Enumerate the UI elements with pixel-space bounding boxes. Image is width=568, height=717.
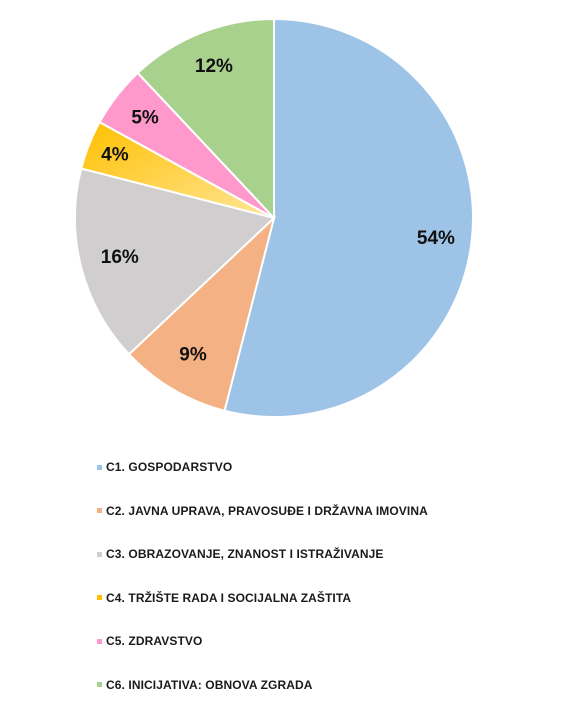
pie-slice-c2 — [127, 214, 276, 412]
legend-label-c5: C5. ZDRAVSTVO — [106, 634, 203, 648]
pie-slices — [74, 17, 474, 418]
legend-item-c5: C5. ZDRAVSTVO — [97, 630, 428, 652]
legend-label-c1: C1. GOSPODARSTVO — [106, 460, 233, 474]
legend-label-c2: C2. JAVNA UPRAVA, PRAVOSUĐE I DRŽAVNA IM… — [106, 503, 428, 518]
pie-chart-svg: 54% 9% 16% 4%5% 12% — [74, 17, 474, 418]
pie-label-c3: 16% — [101, 247, 139, 268]
legend-label-c3: C3. OBRAZOVANJE, ZNANOST I ISTRAŽIVANJE — [106, 547, 384, 561]
legend-label-c6: C6. INICIJATIVA: OBNOVA ZGRADA — [106, 677, 313, 692]
legend-item-c2: C2. JAVNA UPRAVA, PRAVOSUĐE I DRŽAVNA IM… — [97, 500, 428, 522]
legend-swatch-c1 — [97, 464, 102, 470]
pie-label-c1: 54% — [417, 228, 455, 249]
chart-legend: C1. GOSPODARSTVO C2. JAVNA UPRAVA, PRAVOS… — [97, 456, 428, 717]
legend-swatch-c2 — [97, 508, 102, 513]
legend-swatch-c5 — [97, 638, 102, 644]
pie-slice-c1 — [223, 17, 474, 418]
pie-label-c6: 12% — [195, 56, 233, 77]
legend-item-c3: C3. OBRAZOVANJE, ZNANOST I ISTRAŽIVANJE — [97, 543, 428, 565]
pie-slice-c6 — [136, 17, 275, 221]
legend-swatch-c6 — [97, 682, 102, 687]
pie-slice-c3 — [74, 167, 277, 356]
legend-item-c6: C6. INICIJATIVA: OBNOVA ZGRADA — [97, 674, 428, 696]
pie-label-c5: 5% — [131, 108, 159, 129]
pie-label-c2: 9% — [179, 345, 207, 366]
legend-item-c1: C1. GOSPODARSTVO — [97, 456, 428, 478]
legend-swatch-c4 — [97, 595, 102, 600]
legend-item-c4: C4. TRŽIŠTE RADA I SOCIJALNA ZAŠTITA — [97, 587, 428, 609]
pie-value-labels: 54% 9% 16% 4%5% 12% — [101, 56, 455, 366]
legend-swatch-c3 — [97, 551, 102, 557]
pie-label-c4: 4% — [101, 145, 129, 166]
legend-label-c4: C4. TRŽIŠTE RADA I SOCIJALNA ZAŠTITA — [106, 590, 352, 605]
